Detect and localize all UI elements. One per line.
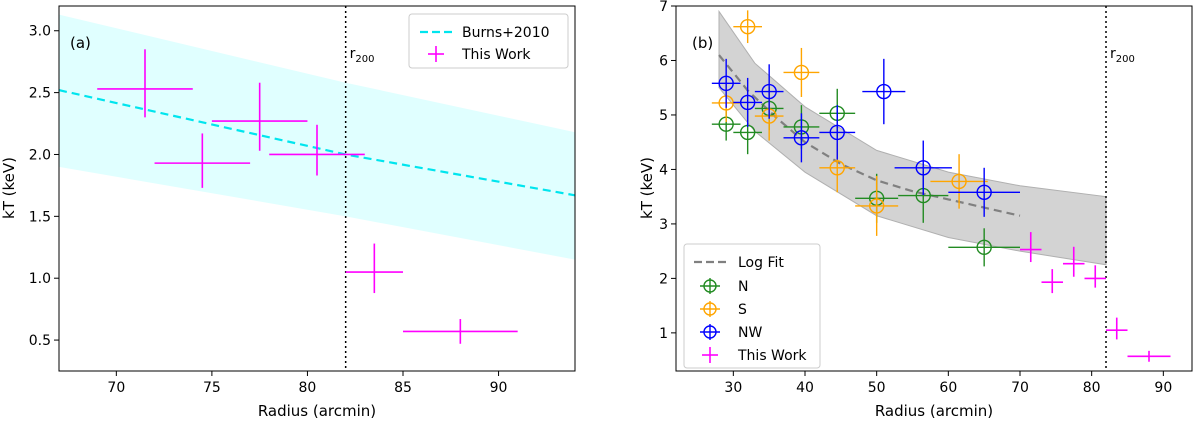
x-tick-label: 50 (868, 380, 886, 396)
data-point-nw (948, 167, 1020, 217)
legend: Burns+2010 This Work (408, 13, 569, 69)
marker (876, 83, 892, 100)
marker (829, 160, 845, 176)
x-tick-label: 80 (299, 380, 317, 396)
marker (915, 160, 931, 176)
x-tick-label: 70 (107, 380, 125, 396)
data-point-s (733, 10, 762, 44)
data-point-this-work (97, 49, 193, 118)
x-tick-label: 80 (1083, 380, 1101, 396)
y-axis-label: kT (keV) (0, 157, 18, 219)
legend-swatch-n (700, 278, 720, 294)
y-tick-label: 5 (659, 108, 668, 124)
y-tick-label: 0.5 (29, 333, 51, 349)
y-tick-label: 1.5 (29, 209, 51, 225)
plot-frame (58, 5, 576, 372)
marker (951, 173, 967, 190)
data-point-nw (819, 105, 856, 160)
y-tick-label: 6 (659, 53, 668, 69)
x-tick-label: 75 (203, 380, 221, 396)
x-axis: 70 75 80 85 90 (107, 371, 507, 396)
log-fit-band (718, 9, 1107, 266)
marker (739, 19, 756, 35)
marker (976, 239, 992, 256)
x-tick-label: 90 (490, 380, 508, 396)
data-point-nw (754, 64, 784, 119)
data-point-n (948, 228, 1020, 267)
panel-b: r200 30 40 50 60 70 80 90 1 2 3 4 5 6 7 Radius (arcm… (638, 0, 1193, 420)
legend-swatch-nw (700, 324, 720, 340)
marker (718, 75, 734, 92)
y-tick-label: 4 (659, 162, 668, 178)
log-fit-line (718, 54, 1021, 217)
y-axis-label: kT (keV) (638, 157, 656, 219)
data-point-nw (733, 77, 762, 127)
y-tick-label: 3.0 (29, 24, 51, 40)
data-point-this-work (345, 243, 403, 294)
legend-label-this-work: This Work (737, 348, 807, 364)
x-axis: 30 40 50 60 70 80 90 (724, 371, 1172, 396)
data-point-nw (783, 113, 820, 163)
legend-label-s: S (738, 302, 747, 318)
data-point-this-work (1106, 317, 1128, 340)
x-tick-label: 90 (1154, 380, 1172, 396)
marker (761, 83, 777, 100)
x-tick-label: 85 (394, 380, 412, 396)
marker (868, 198, 885, 214)
y-axis: 1 2 3 4 5 6 7 (659, 0, 676, 342)
legend-swatch-this-work (702, 347, 718, 363)
x-tick-label: 30 (724, 380, 742, 396)
legend-label-log-fit: Log Fit (738, 255, 784, 271)
data-point-this-work (154, 133, 251, 188)
data-point-this-work (1041, 269, 1063, 294)
y-tick-label: 1.0 (29, 271, 51, 287)
marker (739, 94, 756, 111)
data-points (711, 10, 1171, 362)
data-point-this-work (403, 319, 518, 344)
data-point-this-work (1084, 265, 1106, 288)
y-tick-label: 1 (659, 326, 668, 342)
data-point-this-work (1127, 350, 1171, 362)
legend-label-nw: NW (738, 325, 762, 341)
x-tick-label: 70 (1011, 380, 1029, 396)
panel-a: r200 70 75 80 85 90 0.5 1.0 1.5 2.0 2.5 3.0 Radiu… (0, 5, 576, 420)
legend-label-n: N (738, 279, 748, 295)
data-point-s (855, 175, 899, 236)
x-tick-label: 40 (796, 380, 814, 396)
r200-label: r200 (350, 46, 375, 65)
data-point-this-work (1020, 232, 1042, 263)
marker (829, 124, 845, 141)
data-point-nw (711, 58, 741, 108)
data-point-this-work (1063, 246, 1085, 277)
y-tick-label: 2 (659, 271, 668, 287)
r200-label: r200 (1110, 46, 1135, 65)
panel-label: (b) (692, 34, 713, 52)
y-tick-label: 7 (659, 0, 668, 15)
panel-label: (a) (70, 34, 91, 52)
data-point-this-work (269, 124, 365, 176)
data-point-s (783, 47, 820, 97)
data-point-s (930, 154, 988, 209)
data-point-nw (862, 58, 906, 125)
x-axis-label: Radius (arcmin) (875, 402, 993, 420)
y-axis: 0.5 1.0 1.5 2.0 2.5 3.0 (29, 24, 59, 349)
y-tick-label: 2.0 (29, 147, 51, 163)
data-point-nw (894, 140, 952, 196)
data-points (97, 49, 518, 344)
x-axis-label: Radius (arcmin) (258, 402, 376, 420)
legend: Log Fit N S NW Th (683, 243, 821, 369)
marker (976, 184, 992, 201)
y-tick-label: 3 (659, 217, 668, 233)
legend-label-burns: Burns+2010 (462, 25, 550, 41)
marker (793, 130, 810, 146)
x-tick-label: 60 (939, 380, 957, 396)
plot-frame (675, 5, 1193, 372)
legend-swatch-s (700, 301, 720, 317)
y-tick-label: 2.5 (29, 86, 51, 102)
legend-label-this-work: This Work (461, 47, 531, 63)
marker (793, 64, 810, 81)
data-point-this-work (211, 82, 308, 151)
